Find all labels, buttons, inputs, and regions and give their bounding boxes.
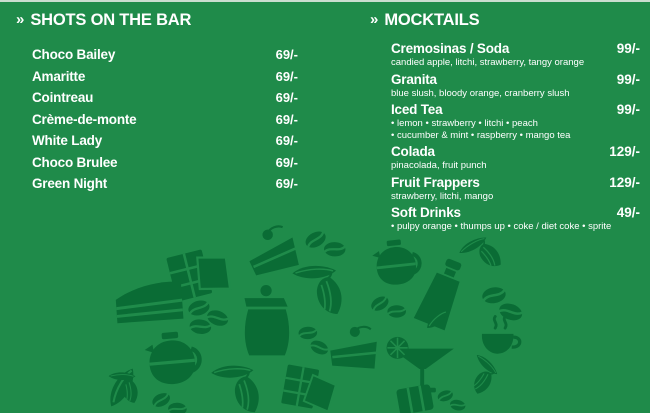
menu-item: Choco Bailey 69/- [32,47,298,69]
menu-item: Green Night 69/- [32,176,298,198]
coffee-beans-icon [303,227,350,264]
menu-item: Granita 99/- blue slush, bloody orange, … [391,72,640,99]
item-name: Cremosinas / Soda [391,41,510,56]
chocolate-piece-icon [394,382,436,413]
item-name: Choco Bailey [32,47,116,62]
item-price: 69/- [275,68,298,84]
top-edge [0,0,650,2]
section-title: SHOTS ON THE BAR [30,11,192,29]
item-desc: strawberry, litchi, mango [391,190,494,202]
item-price: 69/- [275,47,298,62]
item-price: 69/- [275,133,298,148]
item-name: Cointreau [32,90,94,105]
section-header: » SHOTS ON THE BAR [16,11,298,29]
item-price: 69/- [275,111,298,127]
item-name: Crème-de-monte [32,111,137,127]
item-desc: candied apple, litchi, strawberry, tangy… [391,57,585,68]
item-price: 49/- [616,205,640,220]
menu-item: White Lady 69/- [32,133,298,155]
menu-item: Soft Drinks 49/- • pulpy orange • thumps… [391,205,640,232]
menu-item: Fruit Frappers 129/- strawberry, litchi,… [391,175,640,202]
cocoa-pod-icon [205,361,265,413]
menu-item: Colada 129/- pinacolada, fruit punch [391,144,640,171]
coffee-beans-icon [437,390,467,412]
coffee-carafe-icon [140,329,205,389]
item-price: 69/- [275,90,298,105]
menu-item: Choco Brulee 69/- [32,155,298,177]
item-price: 99/- [616,102,640,117]
menu-item: Amaritte 69/- [32,69,298,91]
item-price: 99/- [616,71,640,87]
item-desc: • cucumber & mint • raspberry • mango te… [391,129,571,141]
double-chevron-icon: » [370,10,378,28]
menu-item: Cremosinas / Soda 99/- candied apple, li… [391,41,640,68]
section-title: MOCKTAILS [384,11,480,29]
cherry-cake-icon [326,319,384,376]
item-desc: pinacolada, fruit punch [391,160,487,171]
menu-item: Crème-de-monte 69/- [32,112,298,134]
mocktails-list: Cremosinas / Soda 99/- candied apple, li… [391,41,640,232]
item-price: 99/- [616,41,640,56]
coffee-pot-icon [244,285,290,356]
item-name: Granita [391,71,437,87]
section-header: » MOCKTAILS [370,11,640,29]
menu-item: Cointreau 69/- [32,90,298,112]
item-name: Iced Tea [391,102,443,117]
item-name: Soft Drinks [391,205,461,220]
section-mocktails: » MOCKTAILS Cremosinas / Soda 99/- candi… [370,11,640,236]
coffee-beans-icon [150,390,189,413]
item-price: 69/- [275,154,298,170]
item-name: Fruit Frappers [391,174,480,190]
item-price: 129/- [609,144,640,159]
coffee-carafe-icon [368,235,424,289]
item-price: 69/- [275,176,298,191]
item-desc: • pulpy orange • thumps up • coke / diet… [391,221,612,232]
menu-item: Iced Tea 99/- • lemon • strawberry • lit… [391,102,640,140]
item-name: Choco Brulee [32,154,118,170]
item-name: Amaritte [32,68,86,84]
shots-list: Choco Bailey 69/- Amaritte 69/- Cointrea… [32,47,298,198]
item-name: Green Night [32,176,108,191]
item-name: White Lady [32,133,103,148]
item-desc: blue slush, bloody orange, cranberry slu… [391,87,570,99]
coffee-beans-icon [369,292,410,325]
cake-slice-icon [113,279,185,325]
item-desc: • lemon • strawberry • litchi • peach [391,118,538,129]
item-name: Colada [391,144,435,159]
double-chevron-icon: » [16,10,24,28]
item-price: 129/- [609,174,640,190]
section-shots-on-the-bar: » SHOTS ON THE BAR Choco Bailey 69/- Ama… [16,11,298,198]
